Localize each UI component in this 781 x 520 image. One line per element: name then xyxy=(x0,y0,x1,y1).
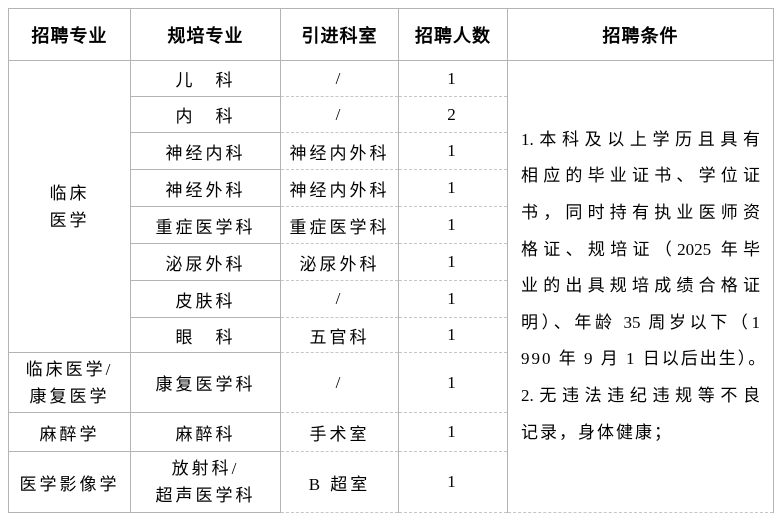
conditions-line: 业的出具规培成绩合格证 xyxy=(521,276,760,296)
cell-training: 重症医学科 xyxy=(130,206,281,244)
conditions-line: 书，同时持有执业医师资 xyxy=(521,203,760,223)
cell-dept: / xyxy=(280,352,399,413)
table-row: 重症医学科 重症医学科 1 xyxy=(9,206,774,244)
cell-training: 放射科/ 超声医学科 xyxy=(130,451,281,513)
recruitment-table: 招聘专业 规培专业 引进科室 招聘人数 招聘条件 临床 医学 儿 科 / 1 1… xyxy=(8,8,774,513)
cell-training: 神经内科 xyxy=(130,132,281,170)
cell-count: 1 xyxy=(398,317,508,353)
conditions-line: 1.本科及以上学历且具有 xyxy=(521,129,760,149)
cell-dept: 神经内外科 xyxy=(280,132,399,170)
cell-dept: 手术室 xyxy=(280,412,399,452)
cell-count: 1 xyxy=(398,60,508,97)
cell-major-clinical: 临床 医学 xyxy=(8,60,131,353)
cell-count: 1 xyxy=(398,412,508,452)
conditions-line: 记录，身体健康； xyxy=(521,422,673,442)
cell-dept: / xyxy=(280,96,399,133)
table-row: 内 科 / 2 xyxy=(9,96,774,133)
cell-dept: 神经内外科 xyxy=(280,169,399,207)
conditions-line: 明）、年龄 35 周岁以下（1 xyxy=(521,312,760,332)
table-row: 眼 科 五官科 1 xyxy=(9,317,774,353)
table-row: 泌尿外科 泌尿外科 1 xyxy=(9,243,774,281)
cell-count: 1 xyxy=(398,206,508,244)
header-dept: 引进科室 xyxy=(280,8,399,61)
cell-training: 眼 科 xyxy=(130,317,281,353)
cell-count: 1 xyxy=(398,280,508,318)
header-count: 招聘人数 xyxy=(398,8,508,61)
conditions-cell: 1.本科及以上学历且具有 相应的毕业证书、学位证 书，同时持有执业医师资 格证、… xyxy=(507,60,774,513)
table-row: 神经外科 神经内外科 1 xyxy=(9,169,774,207)
table-row: 神经内科 神经内外科 1 xyxy=(9,132,774,170)
cell-count: 1 xyxy=(398,352,508,413)
header-row: 招聘专业 规培专业 引进科室 招聘人数 招聘条件 xyxy=(8,8,774,61)
conditions-line: 格证、规培证（2025 年毕 xyxy=(521,239,760,259)
table-row: 医学影像学 放射科/ 超声医学科 B 超室 1 xyxy=(8,451,774,513)
cell-count: 1 xyxy=(398,169,508,207)
cell-count: 2 xyxy=(398,96,508,133)
cell-count: 1 xyxy=(398,451,508,513)
conditions-line: 相应的毕业证书、学位证 xyxy=(521,166,760,186)
cell-dept: B 超室 xyxy=(280,451,399,513)
cell-dept: 重症医学科 xyxy=(280,206,399,244)
cell-major-rehab: 临床医学/ 康复医学 xyxy=(8,352,131,413)
cell-training: 神经外科 xyxy=(130,169,281,207)
table-row: 临床 医学 儿 科 / 1 1.本科及以上学历且具有 相应的毕业证书、学位证 书… xyxy=(8,60,774,513)
cell-dept: / xyxy=(280,60,399,97)
cell-training: 儿 科 xyxy=(130,60,281,97)
conditions-line: 2.无违法违纪违规等不良 xyxy=(521,385,760,405)
table-row: 临床医学/ 康复医学 康复医学科 / 1 xyxy=(8,352,774,413)
cell-training: 康复医学科 xyxy=(130,352,281,413)
table-row: 皮肤科 / 1 xyxy=(9,280,774,318)
cell-dept: 泌尿外科 xyxy=(280,243,399,281)
header-conditions: 招聘条件 xyxy=(507,8,774,61)
cell-training: 泌尿外科 xyxy=(130,243,281,281)
cell-count: 1 xyxy=(398,132,508,170)
cell-count: 1 xyxy=(398,243,508,281)
table-row: 麻醉学 麻醉科 手术室 1 xyxy=(8,412,774,452)
cell-training: 麻醉科 xyxy=(130,412,281,452)
cell-major-imaging: 医学影像学 xyxy=(8,451,131,513)
cell-training: 皮肤科 xyxy=(130,280,281,318)
header-training: 规培专业 xyxy=(130,8,281,61)
cell-dept: 五官科 xyxy=(280,317,399,353)
cell-training: 内 科 xyxy=(130,96,281,133)
conditions-line: 990 年 9 月 1 日以后出生）。 xyxy=(521,349,768,369)
header-major: 招聘专业 xyxy=(8,8,131,61)
cell-dept: / xyxy=(280,280,399,318)
cell-major-anesthesia: 麻醉学 xyxy=(8,412,131,452)
